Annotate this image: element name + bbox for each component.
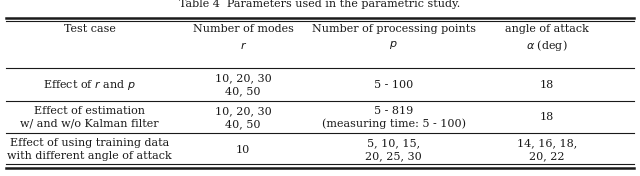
Text: 14, 16, 18,: 14, 16, 18, [517,138,577,148]
Text: 20, 25, 30: 20, 25, 30 [365,151,422,161]
Text: Table 4  Parameters used in the parametric study.: Table 4 Parameters used in the parametri… [179,0,461,9]
Text: (measuring time: 5 - 100): (measuring time: 5 - 100) [322,119,466,129]
Text: Test case: Test case [63,24,116,34]
Text: 5 - 819: 5 - 819 [374,106,413,116]
Text: angle of attack: angle of attack [505,24,589,34]
Text: 40, 50: 40, 50 [225,119,261,129]
Text: Number of processing points: Number of processing points [312,24,476,34]
Text: $r$: $r$ [239,40,247,51]
Text: $\alpha$ (deg): $\alpha$ (deg) [527,38,568,53]
Text: Effect of using training data: Effect of using training data [10,138,169,148]
Text: 18: 18 [540,112,554,122]
Text: 18: 18 [540,80,554,90]
Text: 5 - 100: 5 - 100 [374,80,413,90]
Text: $p$: $p$ [389,39,398,51]
Text: w/ and w/o Kalman filter: w/ and w/o Kalman filter [20,119,159,129]
Text: 10: 10 [236,145,250,155]
Text: 10, 20, 30: 10, 20, 30 [215,73,271,83]
Text: 40, 50: 40, 50 [225,87,261,97]
Text: Number of modes: Number of modes [193,24,294,34]
Text: 10, 20, 30: 10, 20, 30 [215,106,271,116]
Text: 20, 22: 20, 22 [529,151,565,161]
Text: Effect of $r$ and $p$: Effect of $r$ and $p$ [44,78,136,92]
Text: Effect of estimation: Effect of estimation [34,106,145,116]
Text: 5, 10, 15,: 5, 10, 15, [367,138,420,148]
Text: with different angle of attack: with different angle of attack [7,151,172,161]
